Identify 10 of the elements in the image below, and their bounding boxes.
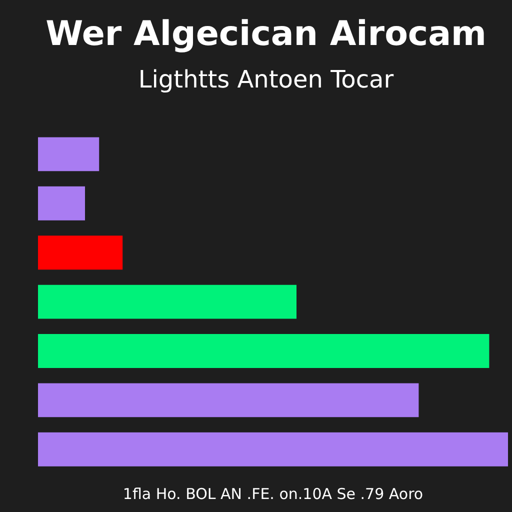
chart-subtitle: Ligthtts Antoen Tocar [138,65,394,94]
bar [38,186,85,220]
chart-title: Wer Algecican Airocam [46,14,486,54]
bar [38,236,123,270]
bar [38,284,296,319]
bar [38,137,100,172]
bar [38,334,490,368]
x-axis-title: 1fla Ho. BOL AN .FE. on.10A Se .79 Aoro [122,484,424,503]
bar [38,432,508,466]
bar [38,383,419,418]
